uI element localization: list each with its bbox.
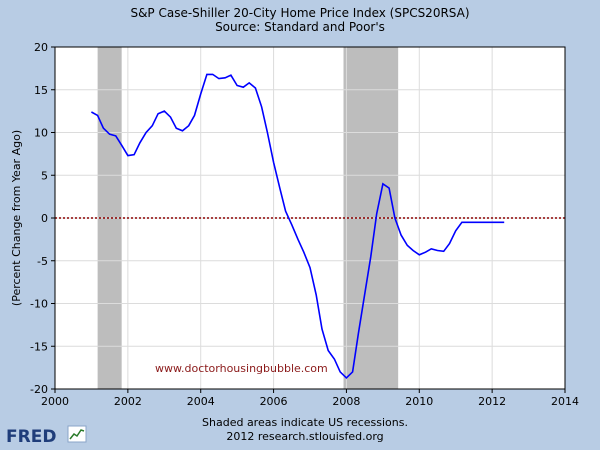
x-tick-label: 2012 — [478, 395, 506, 408]
fred-logo[interactable]: FRED — [6, 425, 87, 447]
watermark-annotation: www.doctorhousingbubble.com — [155, 362, 328, 375]
fred-logo-text: FRED — [6, 427, 56, 447]
x-tick-label: 2002 — [114, 395, 142, 408]
recession-note: Shaded areas indicate US recessions. — [202, 416, 408, 429]
y-tick-label: -10 — [30, 298, 48, 311]
x-tick-label: 2006 — [260, 395, 288, 408]
series-line — [91, 73, 505, 380]
x-tick-label: 2014 — [551, 395, 579, 408]
chart-subtitle: Source: Standard and Poor's — [215, 20, 385, 34]
x-tick-label: 2010 — [405, 395, 433, 408]
fred-logo-graph-icon — [69, 429, 85, 440]
x-tick-label: 2000 — [41, 395, 69, 408]
y-tick-label: -15 — [30, 340, 48, 353]
y-tick-label: -5 — [37, 255, 48, 268]
x-tick-label: 2008 — [332, 395, 360, 408]
y-tick-label: 20 — [34, 41, 48, 54]
y-axis-label: (Percent Change from Year Ago) — [10, 130, 23, 306]
y-tick-label: -20 — [30, 383, 48, 396]
y-tick-label: 10 — [34, 127, 48, 140]
x-tick-label: 2004 — [187, 395, 215, 408]
chart-title: S&P Case-Shiller 20-City Home Price Inde… — [130, 6, 469, 20]
y-tick-label: 0 — [41, 212, 48, 225]
y-tick-label: 15 — [34, 84, 48, 97]
credit-line: 2012 research.stlouisfed.org — [226, 430, 383, 443]
y-tick-label: 5 — [41, 169, 48, 182]
fred-logo-icon — [67, 425, 87, 443]
